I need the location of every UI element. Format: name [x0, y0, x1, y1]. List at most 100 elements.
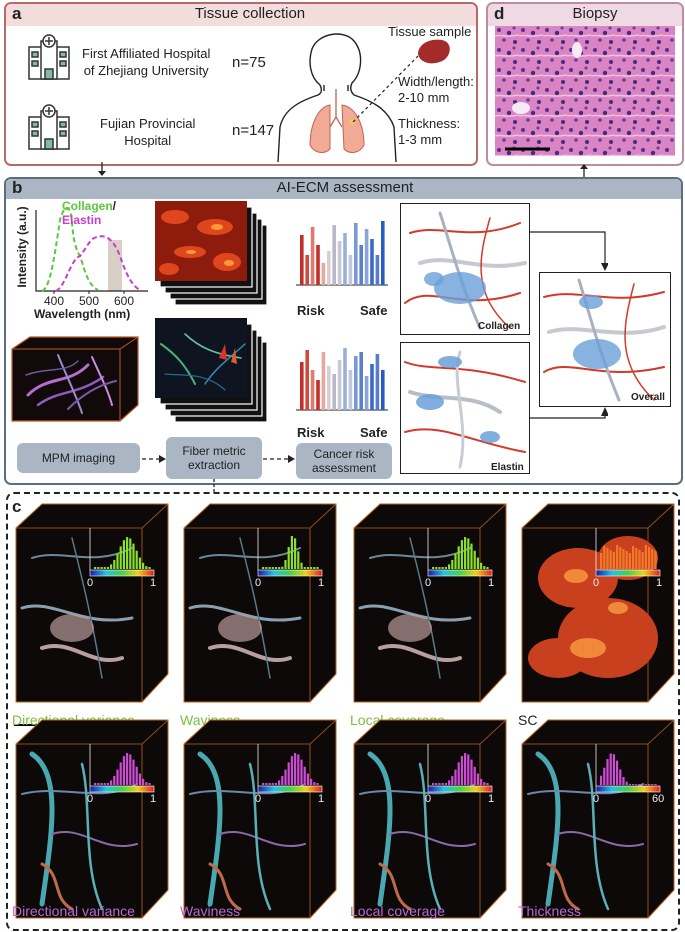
risk-bar [364, 376, 369, 410]
histogram-bar [648, 784, 651, 785]
histogram-bar [97, 567, 100, 569]
risk-bar [321, 263, 326, 285]
panel-d-title: Biopsy [572, 5, 618, 22]
metric-label: Directional variance [12, 903, 135, 919]
histogram-bar [132, 543, 135, 569]
collagen-render [400, 203, 530, 335]
colorbar-min-label: 0 [87, 793, 94, 805]
histogram-bar [644, 545, 647, 569]
histogram-bar [126, 537, 129, 569]
histogram-bar [473, 766, 476, 785]
histogram-bar [265, 567, 268, 569]
histogram-bar [148, 567, 151, 569]
risk-bar [381, 370, 385, 410]
histogram-bar [464, 537, 467, 569]
histogram-bar [284, 559, 287, 569]
panel-c-letter: c [12, 497, 22, 516]
tissue-thickness: Thickness: 1-3 mm [398, 116, 460, 148]
histogram-bar [603, 546, 606, 569]
collagen-image-stack [155, 201, 268, 306]
histogram-bar [451, 775, 454, 785]
colorbar-max-label: 1 [656, 577, 663, 589]
histogram-bar [654, 784, 657, 785]
histogram-bar [110, 564, 113, 569]
hospital-icon-2 [28, 104, 70, 150]
spectrum-xtick-400: 400 [44, 294, 65, 308]
histogram-bar [625, 551, 628, 569]
panel-a-header [6, 4, 476, 26]
histogram-bar [135, 550, 138, 569]
histogram-bar [609, 550, 612, 569]
risk-bar [359, 352, 363, 410]
histogram-bar [600, 553, 603, 569]
hospital-2-count: n=147 [232, 122, 275, 139]
elastin-render-label: Elastin [491, 462, 524, 473]
histogram-bar [119, 546, 122, 569]
risk-bar [316, 380, 320, 410]
histogram-bar [303, 766, 306, 785]
elastin-render [400, 342, 530, 474]
histogram-bar [262, 567, 265, 569]
metric-volume-row2-0 [15, 719, 169, 919]
histogram-bar [432, 567, 435, 569]
histogram-bar [294, 753, 297, 785]
colorbar-min-label: 0 [425, 793, 432, 805]
colorbar-max-label: 1 [150, 577, 157, 589]
human-torso-icon [277, 33, 397, 162]
histogram-bar [281, 775, 284, 785]
arrow-a-to-b [98, 162, 106, 176]
spectrum-plot [35, 206, 148, 294]
histogram-bar [129, 754, 132, 785]
step-mpm-imaging-label: MPM imaging [41, 451, 116, 465]
tissue-sample-icon [418, 39, 450, 64]
risk-bar [321, 352, 326, 410]
colorbar-min-label: 0 [255, 793, 262, 805]
hospital-2-name: Fujian Provincial Hospital [100, 115, 195, 149]
risk-bar [300, 235, 304, 285]
tissue-width-label: Width/length: [398, 74, 474, 89]
histogram-bar [476, 557, 479, 569]
histogram-bar [287, 547, 290, 569]
tissue-sample-label: Tissue sample [388, 24, 472, 39]
histogram-bar [297, 754, 300, 785]
histogram-bar [278, 567, 281, 569]
spectrum-xtick-600: 600 [114, 294, 135, 308]
step-mpm-imaging: MPM imaging [17, 443, 140, 473]
tissue-thickness-label: Thickness: [398, 116, 461, 131]
histogram-bar [609, 753, 612, 785]
histogram-bar [616, 760, 619, 785]
panel-a-title: Tissue collection [194, 5, 306, 22]
histogram-bar [654, 551, 657, 569]
histogram-bar [148, 783, 151, 785]
hospital-1-name-line1: First Affiliated Hospital [82, 46, 211, 61]
histogram-bar [316, 567, 319, 569]
tissue-thickness-value: 1-3 mm [398, 132, 443, 147]
histogram-bar [638, 550, 641, 569]
histogram-bar [100, 567, 103, 569]
arrow-b-to-d [580, 164, 588, 178]
histogram-bar [486, 783, 489, 785]
histogram-bar [438, 783, 441, 785]
histogram-bar [138, 773, 141, 785]
step-cancer-risk: Cancer risk assessment [296, 443, 392, 479]
histogram-bar [310, 567, 313, 569]
histogram-bar [113, 559, 116, 569]
histogram-bar [103, 567, 106, 569]
hospital-1-name-line2: of Zhejiang University [83, 63, 209, 78]
histogram-bar [113, 775, 116, 785]
histogram-bar [142, 778, 145, 785]
risk-bar [337, 360, 342, 410]
histogram-bar [603, 767, 606, 785]
histogram-bar [619, 547, 622, 569]
histogram-bar [265, 783, 268, 785]
panel-b-header [6, 179, 681, 199]
histogram-bar [635, 784, 638, 785]
hospital-icon-1 [28, 34, 70, 80]
safe-label-2: Safe [360, 425, 388, 440]
risk-bar [332, 225, 336, 285]
risk-bar [305, 350, 309, 410]
risk-bar-chart-2 [296, 348, 388, 411]
step-arrows [142, 455, 295, 463]
risk-bar [332, 374, 336, 410]
histogram-bar [287, 762, 290, 785]
